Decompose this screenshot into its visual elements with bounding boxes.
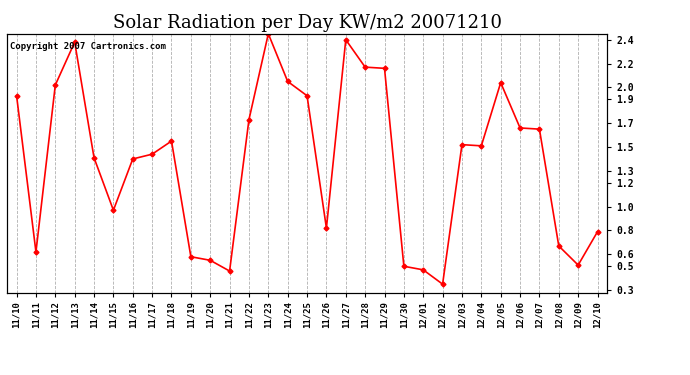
Title: Solar Radiation per Day KW/m2 20071210: Solar Radiation per Day KW/m2 20071210 xyxy=(112,14,502,32)
Text: Copyright 2007 Cartronics.com: Copyright 2007 Cartronics.com xyxy=(10,42,166,51)
